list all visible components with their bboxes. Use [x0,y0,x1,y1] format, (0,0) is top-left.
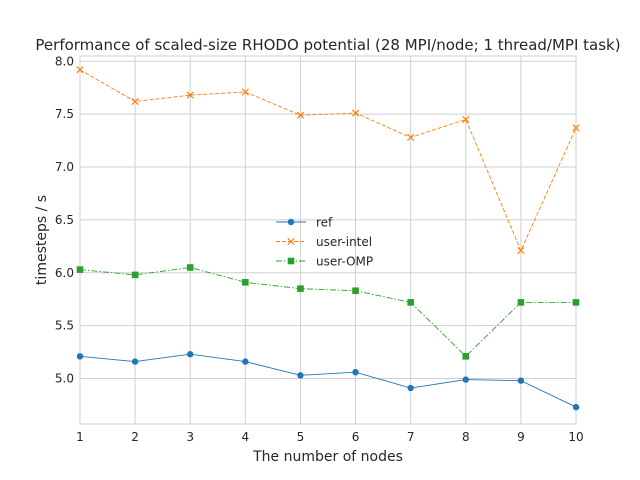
data-point [462,115,470,124]
data-point [517,299,525,306]
series-ref [76,351,580,411]
legend-label: ref [316,216,333,230]
data-point [296,111,305,119]
data-point [352,368,359,376]
data-point [407,133,415,142]
data-point [131,97,139,106]
legend-label: user-OMP [316,255,373,269]
y-axis-label: timesteps / s [34,195,50,285]
x-tick-label: 8 [462,430,470,444]
data-series [76,66,580,411]
data-point [572,403,580,411]
legend-marker [287,237,295,246]
data-point [187,351,194,358]
legend-entry: ref [276,216,333,230]
data-point [76,66,84,74]
x-tick-label: 7 [407,430,415,444]
data-point [76,266,84,273]
x-tick-label: 9 [517,430,525,444]
legend-entry: user-intel [276,235,372,249]
data-point [407,384,414,392]
series-line [79,267,576,357]
x-tick-label: 3 [186,430,194,444]
plot-area-border [79,55,577,425]
legend-marker [287,257,295,265]
x-axis-label: The number of nodes [252,449,403,465]
data-point [242,278,249,286]
x-tick-label: 1 [76,430,84,444]
plot-frame [79,55,577,425]
y-tick-label: 7.0 [55,160,74,174]
legend-label: user-intel [316,235,372,249]
data-point [572,124,580,132]
data-point [131,358,139,365]
x-tick-label: 4 [242,430,250,444]
data-point [76,353,84,360]
x-tick-label: 2 [131,430,139,444]
data-point [186,91,194,99]
data-point [572,299,580,306]
legend: ref user-intel user-OMP [276,216,373,269]
chart-title: Performance of scaled-size RHODO potenti… [35,36,620,54]
data-point [297,372,304,379]
axis-ticks: 1 2 3 4 5 6 7 8 9 10 5.0 5.5 6.0 6.5 7.0 7.5 8.0 [55,54,584,444]
x-tick-label: 10 [568,430,583,444]
series-line [79,353,577,408]
data-point [517,377,525,384]
y-tick-label: 6.5 [55,213,74,227]
data-point [517,246,525,255]
legend-marker [287,218,295,226]
y-tick-label: 7.5 [55,107,74,121]
data-point [131,271,139,279]
y-tick-label: 5.0 [55,372,74,386]
series-line [79,69,577,252]
data-point [351,109,360,117]
y-tick-label: 8.0 [55,54,74,68]
x-tick-label: 6 [352,430,360,444]
data-point [462,353,470,360]
data-point [241,88,249,96]
data-point [186,264,194,271]
data-point [297,285,304,292]
grid-lines [79,56,577,424]
series-user-intel [76,66,580,255]
series-user-OMP [76,264,580,360]
y-tick-label: 6.0 [55,266,74,280]
x-tick-label: 5 [297,430,305,444]
data-point [462,376,469,383]
data-point [352,287,359,295]
data-point [407,299,414,306]
data-point [242,358,249,365]
y-tick-label: 5.5 [55,319,74,333]
legend-entry: user-OMP [276,255,373,269]
